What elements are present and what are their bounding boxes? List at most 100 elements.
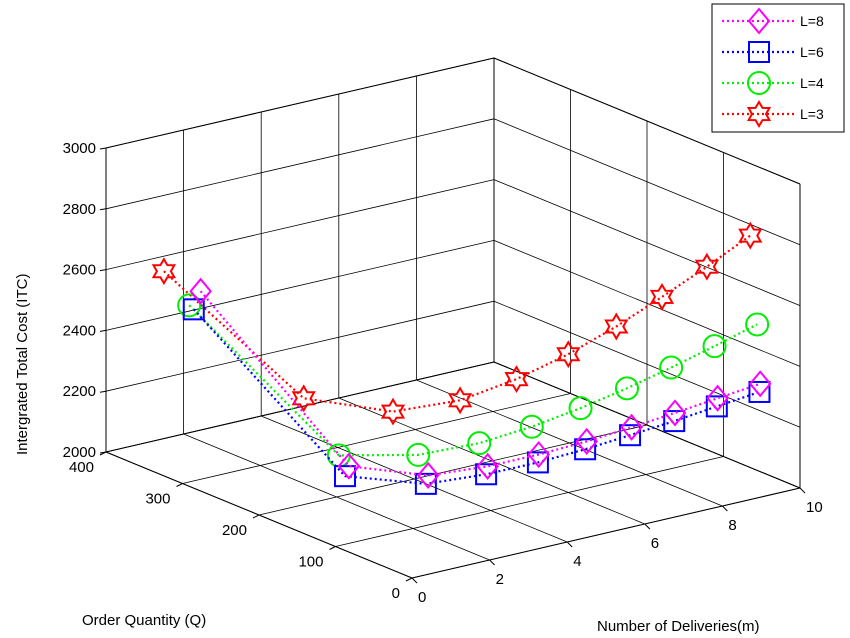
- y-axis-label: Order Quantity (Q): [82, 612, 206, 629]
- z-tick-label: 2800: [63, 201, 96, 218]
- z-tick-label: 2400: [63, 322, 96, 339]
- data-point: [663, 410, 686, 433]
- data-point: [177, 293, 202, 318]
- data-point: [475, 463, 498, 486]
- y-tick-label: 200: [222, 522, 247, 539]
- y-tick-label: 300: [145, 491, 170, 508]
- data-point: [706, 384, 729, 412]
- x-tick-label: 6: [651, 535, 659, 552]
- data-point: [568, 396, 593, 421]
- data-point: [476, 452, 499, 480]
- data-point: [620, 413, 643, 441]
- data-point: [575, 427, 598, 455]
- series-line: [199, 290, 761, 477]
- data-point: [663, 399, 687, 427]
- data-point: [416, 461, 440, 489]
- data-point: [745, 312, 770, 337]
- plot-area: [151, 221, 772, 495]
- y-tick-label: 400: [69, 459, 94, 476]
- series-line: [163, 234, 751, 413]
- y-tick: [329, 546, 336, 550]
- axis-edge: [105, 361, 495, 453]
- data-point: [189, 277, 212, 305]
- data-point: [337, 452, 361, 480]
- legend-box: [711, 3, 845, 133]
- x-tick: [644, 523, 651, 530]
- data-point: [291, 384, 316, 413]
- x-tick-label: 4: [573, 553, 581, 570]
- z-axis-label: Intergrated Total Cost (ITC): [14, 274, 31, 455]
- x-tick: [722, 505, 728, 512]
- legend-label: L=6: [800, 44, 824, 60]
- data-point: [702, 334, 727, 359]
- y-tick: [252, 514, 260, 519]
- axis-edge: [411, 487, 801, 579]
- y-tick-label: 100: [298, 554, 323, 571]
- x-tick-label: 10: [806, 499, 823, 516]
- z-tick-label: 3000: [63, 140, 96, 157]
- x-tick-label: 8: [728, 517, 736, 534]
- series-L=4: [177, 293, 770, 468]
- data-point: [556, 340, 581, 369]
- data-point: [406, 442, 431, 467]
- legend-marker: [747, 7, 771, 35]
- back-wall-gridline: [105, 118, 495, 210]
- x-tick: [411, 577, 418, 584]
- series-L=3: [151, 221, 763, 426]
- z-tick: [99, 208, 107, 211]
- data-point: [614, 376, 639, 401]
- x-tick: [489, 559, 495, 566]
- z-tick: [99, 390, 107, 393]
- legend-marker: [748, 41, 770, 63]
- y-tick: [405, 577, 413, 582]
- x-axis-label: Number of Deliveries(m): [597, 618, 760, 635]
- series-line: [188, 304, 758, 457]
- data-point: [604, 312, 629, 341]
- floor-gridline: [182, 393, 571, 484]
- back-wall-gridline: [105, 300, 495, 392]
- floor-gridline: [335, 456, 724, 547]
- z-tick: [99, 329, 107, 332]
- series-L=8: [189, 277, 772, 489]
- z-tick: [99, 147, 107, 150]
- legend-label: L=8: [800, 13, 824, 29]
- data-point: [414, 472, 437, 495]
- axis-edge: [105, 57, 495, 149]
- z-tick-label: 2000: [63, 444, 96, 461]
- legend-label: L=4: [800, 75, 824, 91]
- right-wall-gridline: [493, 300, 801, 428]
- legend: L=8 L=6 L=4 L=3: [711, 3, 845, 133]
- legend-label: L=3: [800, 106, 824, 122]
- data-point: [748, 380, 771, 403]
- legend-marker: [747, 71, 771, 95]
- right-wall-gridline: [493, 179, 801, 306]
- data-point: [467, 431, 492, 456]
- y-tick: [176, 483, 183, 487]
- data-point: [694, 252, 720, 281]
- data-point: [527, 440, 550, 469]
- data-point: [705, 395, 728, 418]
- right-wall-gridline: [493, 240, 801, 367]
- x-tick: [799, 487, 806, 494]
- x-tick-label: 0: [418, 589, 426, 606]
- y-tick-label: 0: [392, 585, 400, 602]
- axis-edge: [493, 57, 801, 185]
- data-point: [526, 451, 549, 474]
- data-point: [182, 298, 205, 321]
- data-point: [151, 257, 177, 286]
- data-point: [738, 221, 763, 250]
- data-point: [649, 282, 675, 311]
- back-wall-gridline: [105, 179, 495, 270]
- z-tick: [99, 451, 107, 454]
- back-wall-gridline: [105, 240, 495, 331]
- data-point: [447, 386, 473, 415]
- right-wall-gridline: [493, 118, 801, 246]
- series-L=6: [182, 298, 771, 495]
- data-point: [504, 365, 529, 394]
- z-tick: [99, 269, 107, 272]
- z-tick-label: 2200: [63, 383, 96, 400]
- data-point: [380, 397, 406, 426]
- data-point: [519, 414, 544, 439]
- data-point: [574, 438, 597, 461]
